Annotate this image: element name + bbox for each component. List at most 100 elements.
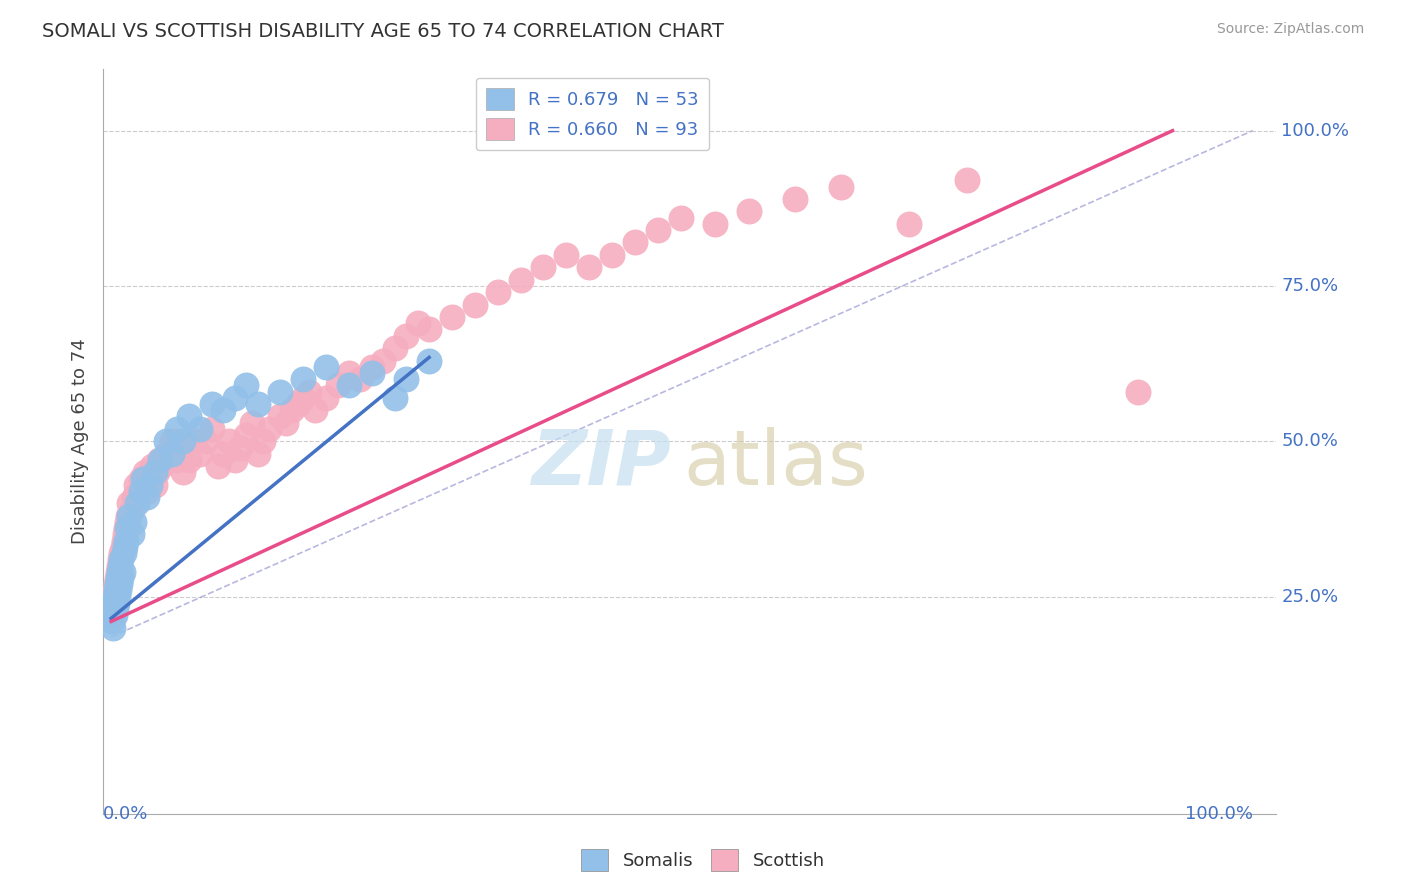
Point [112, 546, 135, 560]
Point [201, 397, 224, 411]
Point [101, 615, 124, 629]
Point [110, 552, 132, 566]
Point [104, 590, 127, 604]
Point [235, 428, 257, 442]
Point [246, 447, 269, 461]
Point [292, 391, 315, 405]
Point [110, 565, 132, 579]
Point [188, 447, 211, 461]
Point [155, 434, 177, 449]
Point [218, 434, 240, 449]
Point [956, 173, 979, 187]
Point [486, 285, 509, 300]
Point [136, 483, 159, 498]
Point [395, 328, 418, 343]
Y-axis label: Disability Age 65 to 74: Disability Age 65 to 74 [72, 338, 89, 544]
Text: SOMALI VS SCOTTISH DISABILITY AGE 65 TO 74 CORRELATION CHART: SOMALI VS SCOTTISH DISABILITY AGE 65 TO … [42, 22, 724, 41]
Point [104, 583, 127, 598]
Point [108, 571, 131, 585]
Text: Source: ZipAtlas.com: Source: ZipAtlas.com [1216, 22, 1364, 37]
Point [281, 403, 304, 417]
Point [464, 297, 486, 311]
Point [104, 602, 127, 616]
Point [110, 571, 132, 585]
Point [108, 583, 131, 598]
Text: 50.0%: 50.0% [1281, 433, 1339, 450]
Point [103, 596, 125, 610]
Point [1128, 384, 1150, 399]
Point [298, 384, 321, 399]
Point [555, 248, 578, 262]
Point [100, 602, 122, 616]
Point [114, 527, 136, 541]
Point [440, 310, 463, 324]
Legend: Somalis, Scottish: Somalis, Scottish [574, 842, 832, 879]
Point [127, 496, 149, 510]
Point [107, 590, 129, 604]
Point [166, 453, 188, 467]
Point [125, 477, 148, 491]
Point [132, 472, 155, 486]
Point [128, 483, 150, 498]
Point [108, 565, 131, 579]
Point [139, 477, 162, 491]
Point [276, 416, 298, 430]
Text: 100.0%: 100.0% [1281, 121, 1350, 140]
Point [315, 359, 337, 374]
Point [172, 466, 194, 480]
Point [103, 602, 125, 616]
Point [188, 422, 211, 436]
Point [110, 552, 132, 566]
Point [830, 179, 852, 194]
Point [292, 372, 315, 386]
Point [304, 403, 326, 417]
Point [107, 565, 129, 579]
Point [110, 577, 132, 591]
Point [738, 204, 761, 219]
Point [361, 366, 384, 380]
Point [103, 590, 125, 604]
Point [134, 466, 156, 480]
Point [235, 378, 257, 392]
Point [141, 459, 163, 474]
Point [395, 372, 418, 386]
Point [229, 441, 252, 455]
Point [121, 502, 143, 516]
Point [269, 409, 291, 424]
Point [195, 434, 218, 449]
Point [183, 434, 205, 449]
Point [122, 490, 145, 504]
Point [105, 577, 128, 591]
Point [117, 508, 139, 523]
Point [143, 466, 166, 480]
Point [150, 459, 173, 474]
Point [148, 453, 170, 467]
Point [103, 608, 125, 623]
Point [103, 621, 125, 635]
Point [160, 447, 183, 461]
Point [115, 521, 138, 535]
Point [155, 447, 177, 461]
Point [177, 409, 200, 424]
Point [509, 273, 531, 287]
Point [111, 565, 134, 579]
Point [118, 508, 141, 523]
Point [257, 422, 280, 436]
Point [212, 447, 235, 461]
Text: atlas: atlas [683, 426, 869, 500]
Point [112, 533, 135, 548]
Point [104, 577, 127, 591]
Point [578, 260, 600, 275]
Point [246, 397, 269, 411]
Point [105, 583, 128, 598]
Point [349, 372, 371, 386]
Point [207, 459, 229, 474]
Point [224, 391, 246, 405]
Point [146, 466, 169, 480]
Point [898, 217, 921, 231]
Point [135, 490, 157, 504]
Point [129, 483, 152, 498]
Point [785, 192, 807, 206]
Point [107, 577, 129, 591]
Point [101, 602, 124, 616]
